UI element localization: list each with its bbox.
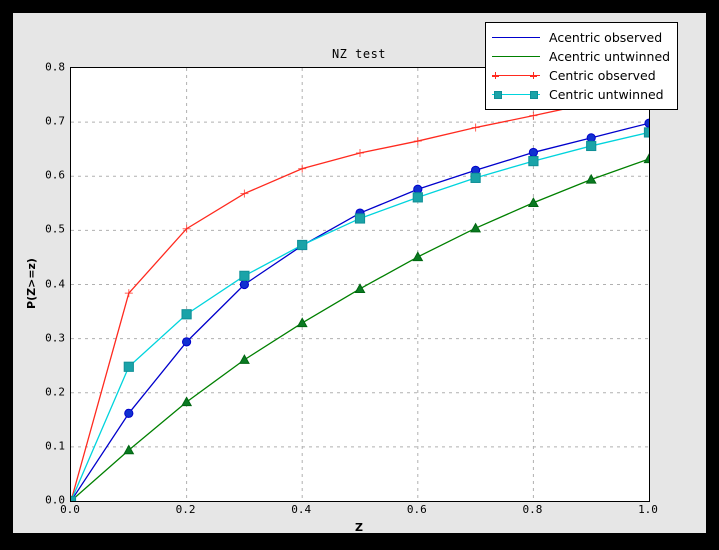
y-axis-tick-labels: 0.0 0.1 0.2 0.3 0.4 0.5 0.6 0.7 0.8 <box>13 61 70 507</box>
y-tick-label: 0.7 <box>45 114 65 128</box>
legend-sample-triangle-icon <box>492 49 540 65</box>
gridlines <box>71 68 649 501</box>
chart-title: NZ test <box>331 47 387 61</box>
x-tick-label: 0.2 <box>175 503 196 516</box>
legend-item-label: Centric observed <box>549 67 656 83</box>
y-tick-label: 0.3 <box>45 331 65 345</box>
plot-area <box>70 67 650 502</box>
x-tick-label: 1.0 <box>638 503 658 516</box>
x-axis-label: Z <box>355 521 363 534</box>
series-centric-untwinned <box>71 127 649 501</box>
y-tick-label: 0.5 <box>45 222 65 236</box>
y-tick-label: 0.6 <box>45 168 65 182</box>
legend-item-label: Acentric observed <box>549 29 663 45</box>
y-tick-label: 0.4 <box>45 277 65 290</box>
x-tick-label: 0.0 <box>60 503 80 516</box>
legend-item[interactable]: Acentric observed <box>492 28 670 47</box>
y-tick-label: 0.1 <box>45 439 65 453</box>
y-tick-label: 0.8 <box>45 60 65 74</box>
y-tick-label: 0.2 <box>45 385 65 399</box>
series-centric-observed <box>71 86 649 501</box>
x-tick-label: 0.6 <box>406 503 427 516</box>
legend-item-label: Centric untwinned <box>549 86 664 102</box>
matplotlib-figure: NZ test 0.0 0.1 0.2 0.3 0.4 0.5 0.6 0.7 0.8 0.0 0… <box>13 13 706 534</box>
legend-item[interactable]: Centric observed <box>492 66 670 85</box>
x-tick-label: 0.4 <box>291 503 312 516</box>
y-tick-label: 0.0 <box>45 493 65 507</box>
series-acentric-untwinned <box>71 153 649 501</box>
y-axis-label: P(Z>=z) <box>25 258 38 309</box>
legend-item-label: Acentric untwinned <box>549 48 671 64</box>
plot-svg <box>71 68 649 501</box>
legend-sample-square-icon <box>492 87 540 103</box>
legend-item[interactable]: Centric untwinned <box>492 85 670 104</box>
legend-item[interactable]: Acentric untwinned <box>492 47 670 66</box>
x-tick-label: 0.8 <box>522 503 543 516</box>
x-axis-tick-labels: 0.0 0.2 0.4 0.6 0.8 1.0 <box>60 500 658 524</box>
legend: Acentric observed Acentric untwinned Centr… <box>485 22 679 110</box>
legend-sample-plus-icon <box>492 68 540 84</box>
legend-sample-circle-icon <box>492 30 540 46</box>
